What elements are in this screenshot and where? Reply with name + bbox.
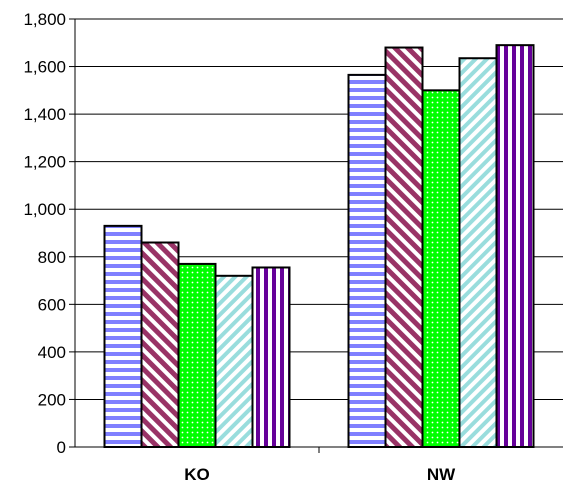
bar-ko-series-5 [251, 266, 291, 448]
bar-ko-series-1 [103, 224, 143, 448]
labels: 0 200 400 600 800 1,000 1,200 1,400 1,600 1,800 KO… [23, 10, 456, 484]
y-tick-label: 1,600 [23, 58, 66, 77]
y-tick-label: 200 [38, 390, 66, 409]
y-tick-label: 600 [38, 295, 66, 314]
y-tick-label: 1,200 [23, 153, 66, 172]
bar-ko-series-3 [177, 262, 217, 448]
bar-nw-series-5 [495, 44, 535, 449]
y-tick-label: 1,800 [23, 10, 66, 29]
x-category-label: NW [427, 465, 456, 484]
y-tick-label: 1,000 [23, 200, 66, 219]
y-tick-label: 1,400 [23, 105, 66, 124]
bar-nw-series-3 [421, 89, 461, 448]
bar-nw-series-4 [458, 57, 498, 448]
y-tick-label: 0 [57, 438, 66, 457]
x-category-label: KO [184, 465, 210, 484]
bar-ko-series-2 [140, 241, 180, 448]
y-tick-label: 400 [38, 343, 66, 362]
y-tick-label: 800 [38, 248, 66, 267]
bar-nw-series-1 [347, 73, 387, 448]
bar-ko-series-4 [214, 274, 254, 448]
bar-nw-series-2 [384, 46, 424, 449]
bars [103, 44, 535, 449]
